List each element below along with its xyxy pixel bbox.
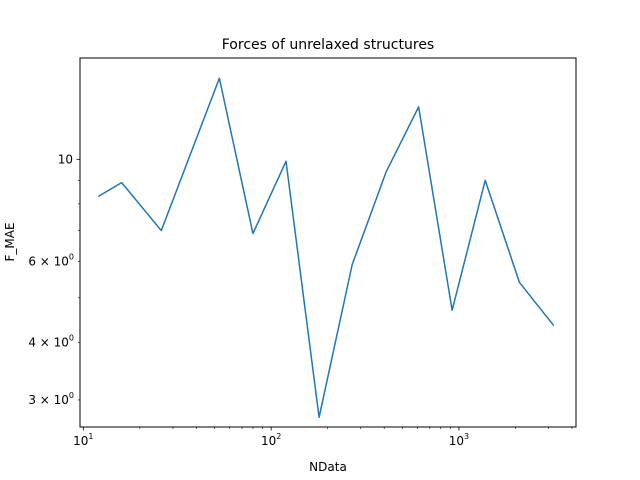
x-tick-label: 101 [73,432,93,448]
y-tick-label: 3 × 100 [28,391,74,407]
x-tick-label: 103 [449,432,469,448]
x-axis-label: NData [309,460,347,474]
plot-layer [97,77,555,419]
y-axis-label: F_MAE [3,222,17,261]
chart-title: Forces of unrelaxed structures [222,37,434,53]
y-tick-label: 10 [58,152,73,166]
y-tick-label: 4 × 100 [28,333,74,349]
x-tick-label: 102 [261,432,281,448]
y-tick-label: 6 × 100 [28,252,74,268]
plot-area-frame [79,57,577,428]
ticks-layer: 101 102 103 10 3 × 100 4 × 100 6 × 100 [28,152,573,448]
series-line-0 [97,77,555,419]
